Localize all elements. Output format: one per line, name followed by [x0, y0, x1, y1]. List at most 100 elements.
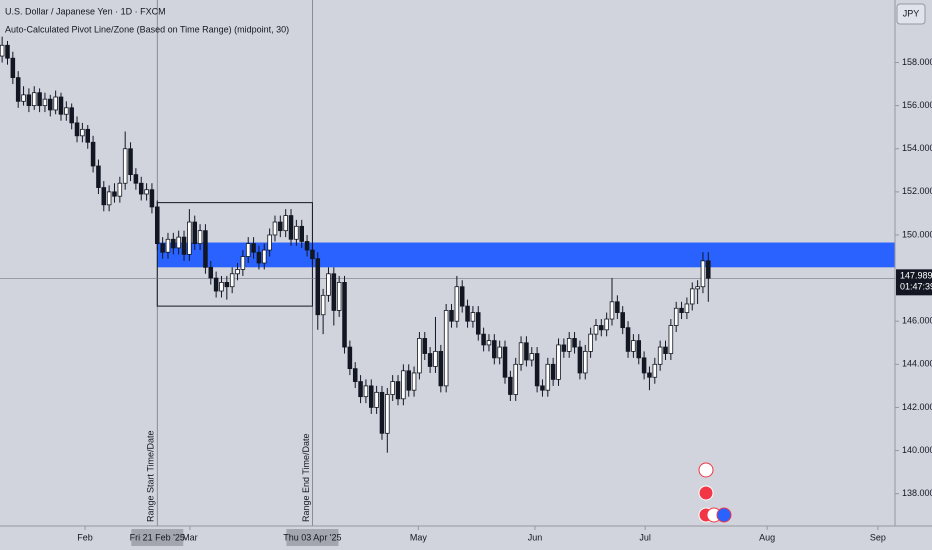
y-tick-label: 150.000	[902, 229, 932, 239]
candle-body	[679, 307, 684, 313]
time-label: Fri 21 Feb '25	[130, 532, 185, 542]
candle-body	[689, 288, 695, 305]
y-tick-label: 142.000	[902, 402, 932, 412]
candle-body	[470, 312, 476, 322]
candle-body	[545, 363, 551, 391]
candle-body	[540, 385, 545, 391]
time-label: Thu 03 Apr '25	[283, 532, 341, 542]
candle-body	[31, 92, 37, 107]
x-tick-label: Sep	[870, 532, 886, 542]
event-icon[interactable]	[698, 485, 714, 501]
candle-body	[229, 273, 235, 288]
candle-body	[315, 258, 321, 316]
event-icon[interactable]	[716, 507, 732, 523]
candle-body	[636, 340, 642, 359]
candle-body	[85, 128, 91, 143]
candle-body	[443, 310, 449, 387]
candle-body	[422, 338, 428, 354]
candle-body	[475, 312, 481, 335]
range-line-label: Range End Time/Date	[301, 433, 311, 522]
candle-body	[385, 394, 390, 434]
x-tick-label: Aug	[759, 532, 775, 542]
y-tick-label: 146.000	[902, 316, 932, 326]
candle-body	[336, 282, 342, 311]
candle-body	[278, 221, 283, 232]
candle-body	[427, 353, 433, 367]
candle-body	[411, 372, 417, 391]
event-icons	[698, 462, 732, 523]
candle-body	[64, 107, 69, 115]
candle-body	[208, 266, 214, 279]
candle-body	[395, 381, 401, 400]
candle-body	[90, 141, 96, 167]
candle-body	[663, 346, 668, 354]
time-label-box	[131, 529, 184, 546]
y-tick-label: 138.000	[902, 488, 932, 498]
candle-body	[352, 368, 358, 382]
currency-button[interactable]	[896, 3, 926, 25]
candle-body	[235, 269, 240, 275]
candle-body	[288, 215, 294, 240]
candle-body	[577, 346, 583, 374]
candle-body	[454, 286, 460, 322]
candle-body	[42, 98, 48, 107]
candle-body	[181, 236, 187, 255]
x-tick-label: Mar	[182, 532, 198, 542]
y-tick-label: 156.000	[902, 100, 932, 110]
candle-body	[171, 238, 176, 249]
candle-body	[144, 189, 149, 195]
chart-title: U.S. Dollar / Japanese Yen · 1D · FXCM	[5, 6, 166, 16]
indicator-title: Auto-Calculated Pivot Line/Zone (Based o…	[5, 24, 289, 34]
candle-body	[647, 372, 652, 378]
candle-body	[492, 340, 497, 359]
currency-label[interactable]: JPY	[903, 8, 920, 18]
candle-body	[588, 333, 593, 352]
candle-body	[283, 215, 288, 232]
pivot-zone	[157, 242, 895, 268]
candle-body	[368, 385, 374, 408]
candle-body	[5, 44, 10, 59]
plot-area: Range Start Time/Date Range End Time/Date	[0, 0, 895, 526]
time-label-box	[286, 529, 339, 546]
last-price-label: 147.989	[900, 271, 932, 281]
candle-body	[342, 282, 347, 348]
candle-body	[561, 344, 567, 352]
candle-body	[203, 230, 208, 268]
candle-body	[304, 241, 310, 251]
candle-body	[556, 344, 561, 380]
candle-body	[481, 333, 486, 346]
candle-body	[15, 77, 21, 102]
candle-body	[657, 346, 663, 365]
candle-body	[192, 221, 198, 244]
candle-body	[438, 350, 444, 387]
candle-body	[112, 191, 117, 197]
candle-body	[582, 350, 588, 374]
candle-body	[331, 273, 337, 311]
candle-body	[213, 277, 219, 292]
candle-body	[26, 94, 32, 107]
candle-body	[310, 249, 315, 260]
candle-body	[508, 376, 513, 395]
candle-body	[48, 98, 53, 111]
last-price-box	[896, 269, 932, 296]
candle-body	[684, 303, 690, 313]
candle-body	[449, 310, 454, 322]
candle-body	[358, 381, 363, 398]
candle-body	[165, 238, 171, 253]
candle-body	[187, 221, 192, 255]
candle-body	[363, 385, 369, 398]
candle-body	[652, 363, 658, 378]
x-tick-label: Feb	[77, 532, 93, 542]
y-tick-label: 140.000	[902, 445, 932, 455]
candle-body	[459, 286, 465, 307]
candle-body	[117, 182, 123, 197]
event-icon[interactable]	[698, 462, 714, 478]
candle-body	[529, 353, 535, 361]
x-tick-label: Jun	[528, 532, 543, 542]
candle-body	[406, 370, 411, 391]
candle-body	[465, 305, 470, 322]
candle-body	[138, 182, 144, 195]
candle-body	[21, 94, 26, 102]
candle-body	[80, 128, 85, 137]
